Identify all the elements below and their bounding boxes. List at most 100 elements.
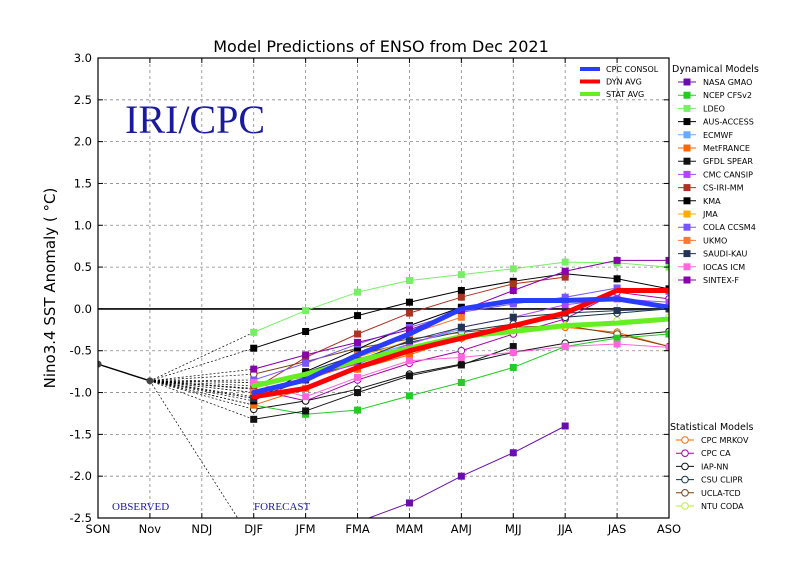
connector-line [149, 368, 254, 382]
data-point [509, 280, 517, 288]
dynamical-legend-label: CMC CANSIP [703, 170, 753, 179]
connector-line [149, 379, 254, 382]
x-tick-label: AMJ [451, 522, 472, 536]
forecast-label: FORECAST [254, 501, 311, 513]
dynamical-legend-label: NCEP CFSv2 [703, 91, 752, 100]
data-point [302, 307, 310, 315]
connector-line [149, 332, 254, 382]
data-point [354, 338, 362, 346]
data-point [561, 258, 569, 266]
observed-point [98, 360, 102, 368]
statistical-legend-marker [681, 462, 689, 471]
x-tick-label: FMA [345, 522, 370, 536]
dynamical-legend-marker [683, 250, 691, 258]
consensus-legend-label: CPC CONSOL [606, 65, 659, 74]
data-point [509, 343, 517, 351]
dynamical-legend-marker [683, 131, 691, 139]
consensus-legend-label: DYN AVG [606, 78, 642, 87]
data-point [354, 288, 362, 296]
dynamical-models-title: Dynamical Models [672, 64, 759, 75]
statistical-legend-marker [681, 489, 689, 497]
dynamical-legend-marker [683, 263, 691, 271]
observed-point [146, 377, 154, 385]
connector-line [149, 380, 254, 420]
data-point [665, 343, 669, 351]
connector-line [149, 380, 254, 383]
dynamical-legend-label: JMA [702, 210, 718, 219]
dynamical-legend-label: ECMWF [703, 131, 733, 140]
statistical-legend-label: IAP-NN [701, 462, 728, 471]
consensus-legend-label: STAT AVG [606, 90, 644, 99]
data-point [405, 392, 413, 400]
connector-line [149, 380, 254, 387]
data-point [250, 401, 258, 409]
dynamical-legend-label: COLA CCSM4 [703, 223, 756, 232]
dynamical-legend-marker [683, 78, 691, 86]
data-point [509, 313, 517, 321]
data-point [250, 328, 258, 336]
connector-line [149, 380, 254, 393]
observed-label: OBSERVED [112, 501, 169, 513]
data-point [457, 271, 465, 279]
data-point [250, 365, 258, 373]
series-line-gfdl-spear [253, 346, 514, 420]
data-point [613, 340, 621, 348]
x-tick-label: DJF [244, 522, 263, 536]
x-tick-label: NDJ [191, 522, 212, 536]
data-point [250, 540, 257, 547]
dynamical-legend-label: KMA [703, 197, 721, 206]
data-point [509, 449, 517, 457]
data-point [561, 343, 569, 351]
data-point [457, 287, 465, 295]
y-tick-label: 1.0 [74, 218, 92, 232]
data-point [509, 348, 517, 356]
connector-line [149, 380, 254, 406]
statistical-legend-label: CPC CA [701, 449, 731, 458]
x-tick-label: ASO [657, 522, 681, 536]
data-point [250, 344, 258, 352]
data-point [250, 415, 258, 423]
data-point [665, 330, 669, 338]
connector-line [149, 373, 254, 382]
statistical-legend-marker [681, 449, 689, 458]
data-point [509, 363, 517, 371]
x-tick-label: Nov [139, 522, 162, 536]
series-group [98, 256, 669, 547]
y-tick-label: 3.0 [74, 51, 92, 65]
observed-line [98, 363, 151, 382]
data-point [354, 373, 362, 381]
statistical-legend-label: NTU CODA [701, 502, 744, 511]
connector-line [149, 380, 254, 389]
data-point [302, 407, 310, 415]
dynamical-legend-label: NASA GMAO [703, 78, 752, 87]
chart-title: Model Predictions of ENSO from Dec 2021 [213, 37, 549, 56]
dynamical-legend-label: IOCAS ICM [703, 263, 745, 272]
data-point [561, 293, 569, 301]
y-tick-label: -0.5 [70, 344, 92, 358]
data-point [354, 330, 362, 338]
x-tick-label: MAM [396, 522, 424, 536]
data-point [302, 327, 310, 335]
statistical-legend-marker [681, 436, 689, 444]
data-point [457, 472, 465, 480]
data-point [302, 393, 310, 401]
data-point [457, 361, 465, 369]
connector-line [149, 380, 254, 410]
statistical-legend-label: CSU CLIPR [701, 476, 743, 485]
dynamical-legend-marker [683, 236, 691, 244]
data-point [457, 346, 466, 355]
statistical-legend-label: UCLA-TCD [701, 489, 741, 498]
dynamical-legend-marker [683, 197, 691, 205]
data-point [613, 307, 621, 315]
data-point [405, 326, 413, 334]
y-tick-label: 0.5 [74, 260, 92, 274]
dynamical-legend-marker [683, 144, 691, 152]
data-point [613, 275, 621, 283]
statistical-legend-marker [681, 475, 689, 484]
statistical-legend-marker [681, 502, 689, 510]
x-tick-label: JFM [295, 522, 316, 536]
dynamical-legend-label: CS-IRI-MM [703, 184, 744, 193]
dynamical-legend-marker [683, 276, 691, 284]
y-axis-label: Nino3.4 SST Anomaly ( °C) [41, 188, 59, 389]
